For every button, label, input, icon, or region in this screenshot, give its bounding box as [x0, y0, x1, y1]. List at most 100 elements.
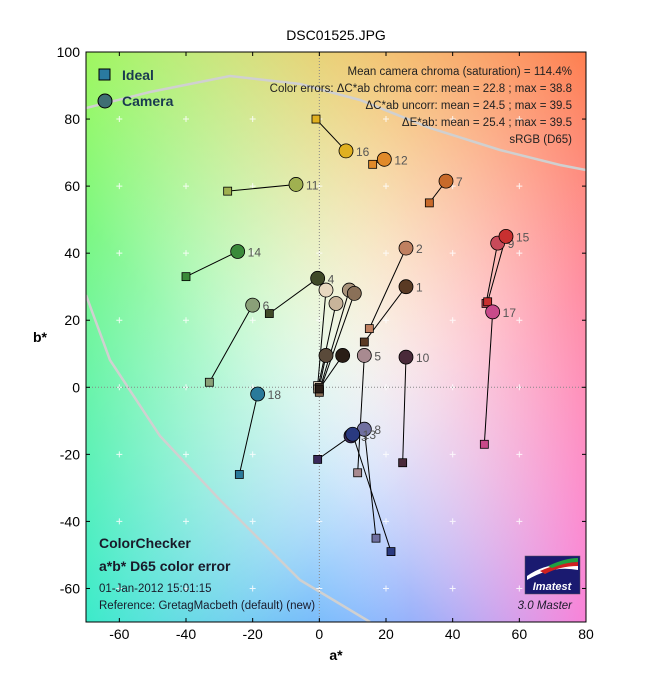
camera-marker [438, 173, 454, 189]
grid-plus [516, 451, 523, 458]
camera-marker [338, 143, 354, 159]
patch-label: 12 [394, 153, 408, 167]
footer-reference: Reference: GretagMacbeth (default) (new) [99, 600, 315, 612]
patch-label: 2 [416, 242, 423, 256]
grid-plus [516, 183, 523, 190]
grid-plus [516, 250, 523, 257]
patch-label: 14 [248, 246, 262, 260]
grid-plus [116, 116, 123, 123]
grid-plus [516, 518, 523, 525]
legend-ideal-label: Ideal [122, 67, 154, 83]
legend-ideal-marker [98, 68, 111, 81]
footer-date: 01-Jan-2012 15:01:15 [99, 583, 212, 595]
patch-label: 1 [416, 281, 423, 295]
grid-plus [116, 317, 123, 324]
y-tick-label: -20 [60, 446, 80, 462]
footer-subtitle: a*b* D65 color error [99, 558, 231, 574]
camera-marker [485, 304, 501, 320]
camera-marker [335, 348, 351, 363]
error-line [208, 304, 254, 383]
ideal-marker [386, 547, 396, 556]
stats-line-5: sRGB (D65) [509, 134, 572, 146]
grid-plus [383, 116, 389, 123]
grid-plus [249, 250, 256, 257]
legend-camera-label: Camera [122, 93, 174, 109]
x-tick-label: -20 [243, 626, 263, 642]
y-tick-label: 20 [64, 312, 80, 328]
ideal-marker [424, 198, 434, 208]
grid-plus [449, 518, 456, 525]
ideal-marker [483, 297, 493, 307]
plot-background [86, 52, 586, 622]
grid-plus [116, 451, 123, 458]
grid-plus [116, 183, 123, 190]
y-tick-label: -40 [60, 513, 80, 529]
grid-plus [183, 518, 189, 525]
gamut-boundary-left [86, 294, 371, 622]
grid-plus [449, 317, 456, 324]
error-line [318, 289, 350, 391]
ideal-marker [234, 470, 244, 479]
camera-marker [498, 229, 514, 244]
camera-marker [230, 244, 246, 259]
error-line [402, 357, 407, 463]
grid-plus [516, 317, 523, 324]
patch-label: 4 [328, 272, 335, 286]
x-tick-label: 60 [512, 626, 528, 642]
grid-plus [383, 183, 389, 190]
error-line [269, 277, 318, 314]
x-tick-label: -40 [176, 626, 196, 642]
patch-label: 11 [306, 178, 319, 192]
chart-title: DSC01525.JPG [286, 27, 386, 43]
x-tick-label: 80 [578, 626, 594, 642]
camera-marker [345, 426, 361, 442]
footer-block: ColorChecker a*b* D65 color error 01-Jan… [99, 535, 315, 612]
grid-plus [249, 451, 256, 458]
grid-plus [249, 116, 256, 123]
grid-plus [383, 518, 389, 525]
camera-marker [398, 279, 414, 295]
camera-marker [346, 286, 362, 301]
gamut-boundary-top [86, 74, 586, 172]
grid-plus [249, 585, 256, 592]
grid-plus [383, 585, 389, 592]
axis-ticks: -60 -40 -20 0 20 40 60 80 -60 -40 -20 0 20 40 60 80 100 [57, 44, 594, 642]
camera-marker [318, 348, 334, 363]
error-line [368, 247, 407, 329]
grid-plus [183, 585, 189, 592]
camera-marker [288, 177, 304, 192]
patch-label: 3 [361, 430, 368, 444]
patch-label: 6 [263, 299, 270, 313]
grid-plus [116, 518, 123, 525]
ideal-marker [181, 272, 191, 282]
grid-plus [516, 116, 523, 123]
patch-label: 9 [508, 237, 515, 251]
error-line [238, 393, 259, 475]
grid-plus [383, 451, 389, 458]
y-tick-label: 60 [64, 178, 80, 194]
camera-marker [398, 240, 414, 256]
grid-plus [449, 585, 456, 592]
y-tick-label: 0 [72, 379, 80, 395]
patch-label: 5 [374, 349, 381, 363]
ideal-marker [223, 186, 233, 196]
error-line [363, 429, 377, 539]
y-tick-label: 80 [64, 111, 80, 127]
imatest-logo: Imatest [524, 555, 581, 595]
y-tick-label: 40 [64, 245, 80, 261]
grid-plus [383, 250, 389, 257]
grid-plus [183, 317, 189, 324]
x-tick-label: 0 [315, 626, 323, 642]
legend: Ideal Camera [97, 67, 174, 109]
stats-block: Mean camera chroma (saturation) = 114.4%… [270, 66, 573, 146]
error-line [227, 183, 297, 192]
ideal-marker [479, 439, 489, 449]
x-tick-label: 40 [445, 626, 461, 642]
grid-plus [249, 183, 256, 190]
patch-label: 16 [356, 145, 370, 159]
patch-label: 8 [374, 423, 381, 437]
grid-plus [449, 451, 456, 458]
camera-marker [356, 348, 372, 363]
camera-marker [310, 270, 326, 286]
